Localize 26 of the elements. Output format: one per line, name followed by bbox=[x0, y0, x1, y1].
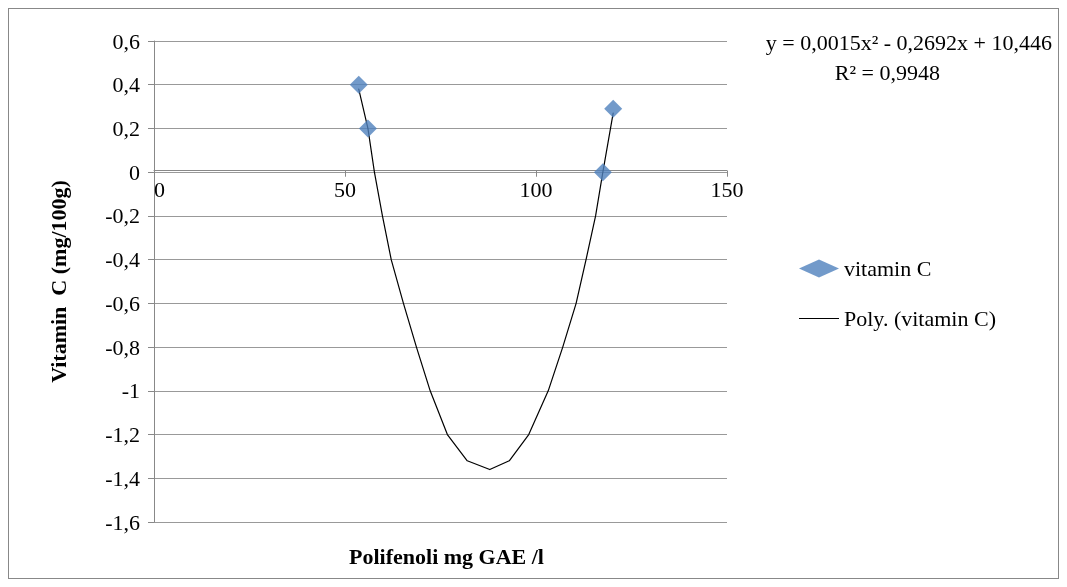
y-tick-label: -1 bbox=[121, 378, 140, 404]
legend-label: Poly. (vitamin C) bbox=[844, 306, 996, 331]
legend-label: vitamin C bbox=[844, 256, 932, 281]
y-tick-label: -0,4 bbox=[105, 247, 140, 273]
point bbox=[604, 99, 623, 118]
text: y = 0,0015x² - 0,2692x + 10,446 bbox=[765, 29, 1053, 55]
y-axis-title: Vitamin C (mg/100g) bbox=[45, 180, 71, 383]
y-tick-label: -0,8 bbox=[105, 334, 140, 360]
y-tick-label: -1,4 bbox=[105, 465, 140, 491]
x-axis-title: Polifenoli mg GAE /l bbox=[349, 543, 544, 569]
y-tick-label: 0,2 bbox=[112, 115, 140, 141]
y-tick-label: 0,4 bbox=[112, 72, 140, 98]
text: R² = 0,9948 bbox=[834, 59, 941, 85]
y-tick-label: -0,6 bbox=[105, 290, 140, 316]
y-tick-label: 0 bbox=[129, 159, 140, 185]
x-tick-label: 50 bbox=[334, 177, 356, 203]
y-tick-label: -1,6 bbox=[105, 509, 140, 535]
point bbox=[349, 75, 368, 94]
point bbox=[358, 119, 377, 138]
y-tick-label: -0,2 bbox=[105, 203, 140, 229]
point bbox=[593, 163, 612, 182]
y-tick-label: -1,2 bbox=[105, 422, 140, 448]
x-tick-label: 0 bbox=[154, 177, 165, 203]
y-tick-label: 0,6 bbox=[112, 28, 140, 54]
x-tick-label: 100 bbox=[519, 177, 553, 203]
x-tick-label: 150 bbox=[710, 177, 744, 203]
